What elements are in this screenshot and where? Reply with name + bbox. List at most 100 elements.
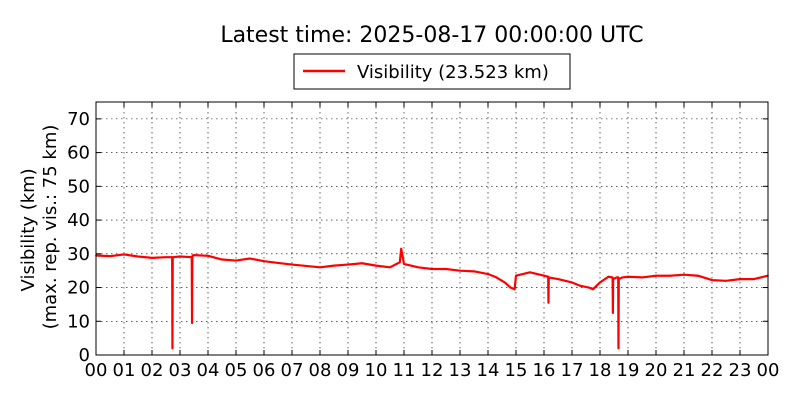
legend-label: Visibility (23.523 km) bbox=[357, 62, 549, 83]
y-tick-label: 40 bbox=[67, 210, 90, 231]
visibility-data-point bbox=[347, 264, 349, 266]
visibility-data-point bbox=[137, 256, 139, 258]
visibility-data-point bbox=[123, 254, 125, 256]
visibility-data-point bbox=[622, 277, 624, 279]
visibility-data-point bbox=[504, 282, 506, 284]
visibility-data-point bbox=[612, 312, 614, 314]
visibility-data-point bbox=[592, 288, 594, 290]
x-tick-label: 01 bbox=[113, 360, 136, 381]
visibility-data-point bbox=[399, 261, 401, 263]
visibility-data-point bbox=[529, 271, 531, 273]
visibility-data-point bbox=[305, 265, 307, 267]
visibility-data-point bbox=[333, 265, 335, 267]
visibility-data-point bbox=[753, 278, 755, 280]
visibility-data-point bbox=[319, 266, 321, 268]
x-tick-label: 08 bbox=[309, 360, 332, 381]
y-tick-label: 30 bbox=[67, 244, 90, 265]
x-tick-label: 17 bbox=[561, 360, 584, 381]
x-tick-label: 09 bbox=[337, 360, 360, 381]
y-tick-label: 50 bbox=[67, 176, 90, 197]
visibility-data-point bbox=[361, 262, 363, 264]
visibility-data-point bbox=[193, 254, 195, 256]
visibility-data-point bbox=[263, 260, 265, 262]
x-tick-label: 00 bbox=[757, 360, 780, 381]
visibility-data-point bbox=[725, 280, 727, 282]
y-tick-label: 70 bbox=[67, 109, 90, 130]
visibility-data-point bbox=[445, 268, 447, 270]
visibility-data-point bbox=[697, 275, 699, 277]
x-tick-label: 02 bbox=[141, 360, 164, 381]
visibility-data-point bbox=[172, 256, 174, 258]
visibility-data-point bbox=[599, 282, 601, 284]
visibility-data-point bbox=[291, 264, 293, 266]
visibility-data-point bbox=[109, 255, 111, 257]
visibility-data-point bbox=[515, 275, 517, 277]
visibility-data-point bbox=[548, 277, 550, 279]
visibility-data-point bbox=[151, 257, 153, 259]
visibility-data-point bbox=[487, 273, 489, 275]
y-axis-label: Visibility (km) (max. rep. vis.: 75 km) bbox=[18, 125, 61, 330]
visibility-data-point bbox=[417, 266, 419, 268]
visibility-data-point bbox=[552, 277, 554, 279]
visibility-data-point bbox=[612, 277, 614, 279]
x-tick-label: 07 bbox=[281, 360, 304, 381]
visibility-data-point bbox=[683, 274, 685, 276]
visibility-data-point bbox=[711, 279, 713, 281]
x-tick-label: 18 bbox=[589, 360, 612, 381]
y-axis-label-line-2: (max. rep. vis.: 75 km) bbox=[40, 125, 61, 330]
x-tick-label: 00 bbox=[85, 360, 108, 381]
x-tick-label: 06 bbox=[253, 360, 276, 381]
visibility-data-point bbox=[221, 259, 223, 261]
visibility-data-point bbox=[179, 256, 181, 258]
visibility-data-point bbox=[548, 302, 550, 304]
x-tick-label: 16 bbox=[533, 360, 556, 381]
x-tick-label: 12 bbox=[421, 360, 444, 381]
x-tick-label: 03 bbox=[169, 360, 192, 381]
visibility-data-point bbox=[641, 277, 643, 279]
visibility-data-point bbox=[543, 275, 545, 277]
visibility-data-point bbox=[431, 268, 433, 270]
y-axis-label-line-1: Visibility (km) bbox=[18, 168, 39, 291]
visibility-data-point bbox=[627, 276, 629, 278]
visibility-data-point bbox=[235, 260, 237, 262]
visibility-data-point bbox=[514, 288, 516, 290]
y-tick-label: 10 bbox=[67, 311, 90, 332]
x-tick-label: 14 bbox=[477, 360, 500, 381]
visibility-data-point bbox=[618, 278, 620, 280]
visibility-data-point bbox=[608, 276, 610, 278]
x-tick-label: 15 bbox=[505, 360, 528, 381]
visibility-data-point bbox=[655, 275, 657, 277]
x-tick-label: 04 bbox=[197, 360, 220, 381]
y-tick-label: 60 bbox=[67, 143, 90, 164]
visibility-data-point bbox=[496, 277, 498, 279]
visibility-data-point bbox=[165, 256, 167, 258]
visibility-data-point bbox=[172, 347, 174, 349]
visibility-data-point bbox=[617, 277, 619, 279]
visibility-data-point bbox=[191, 322, 193, 324]
visibility-data-point bbox=[473, 270, 475, 272]
visibility-data-point bbox=[510, 287, 512, 289]
y-tick-label: 20 bbox=[67, 278, 90, 299]
x-tick-label: 13 bbox=[449, 360, 472, 381]
visibility-data-point bbox=[580, 285, 582, 287]
visibility-data-point bbox=[389, 266, 391, 268]
visibility-data-point bbox=[277, 262, 279, 264]
x-tick-label: 10 bbox=[365, 360, 388, 381]
visibility-data-point bbox=[191, 257, 193, 259]
x-tick-label: 05 bbox=[225, 360, 248, 381]
visibility-data-point bbox=[459, 270, 461, 272]
grid-lines bbox=[96, 102, 768, 355]
x-tick-label: 21 bbox=[673, 360, 696, 381]
visibility-data-point bbox=[618, 347, 620, 349]
visibility-data-point bbox=[612, 278, 614, 280]
x-tick-label: 22 bbox=[701, 360, 724, 381]
visibility-data-point bbox=[669, 275, 671, 277]
x-tick-label: 20 bbox=[645, 360, 668, 381]
visibility-data-point bbox=[207, 255, 209, 257]
visibility-data-point bbox=[400, 248, 402, 250]
x-tick-label: 23 bbox=[729, 360, 752, 381]
chart-title: Latest time: 2025-08-17 00:00:00 UTC bbox=[220, 23, 643, 48]
visibility-data-point bbox=[739, 278, 741, 280]
visibility-data-point bbox=[172, 258, 174, 260]
